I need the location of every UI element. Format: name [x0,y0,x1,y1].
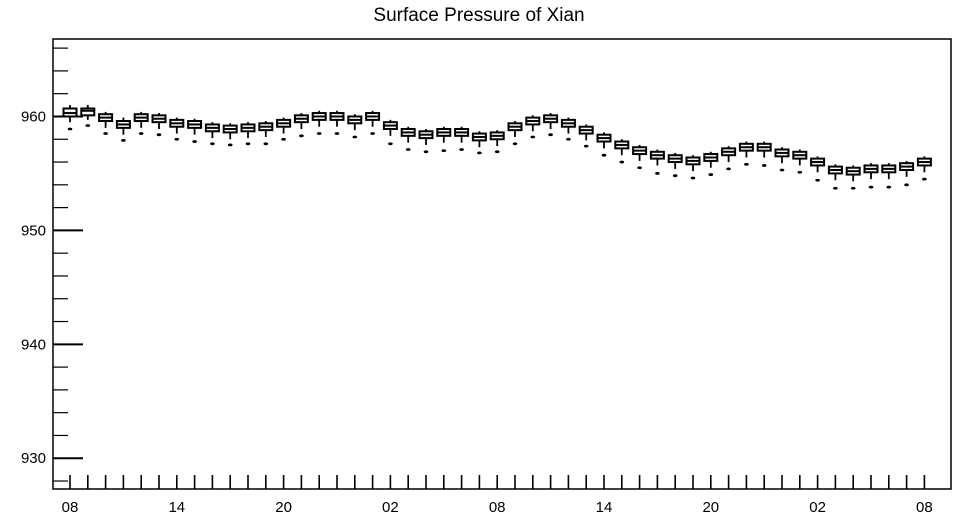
outlier-point [726,167,731,171]
x-tick-label: 02 [809,499,826,516]
outlier-point [904,183,909,187]
outlier-point [316,132,322,135]
outlier-point [245,142,251,146]
outlier-point [334,132,340,135]
outlier-point [477,151,482,155]
outlier-point [922,177,927,181]
plot-frame [52,38,952,490]
outlier-point [583,144,589,148]
outlier-point [67,127,73,131]
outlier-point [299,134,304,138]
outlier-point [744,162,749,166]
outlier-point [138,132,144,135]
outlier-point [263,142,269,146]
outlier-point [459,148,464,151]
outlier-point [441,149,447,153]
outlier-point [405,148,411,151]
outlier-point [494,150,500,154]
outlier-point [797,170,803,174]
y-tick-label: 960 [21,108,46,125]
outlier-point [601,153,607,157]
outlier-point [192,140,197,143]
y-axis: 930 940 950 960 [21,47,83,482]
outlier-point [708,173,714,176]
outlier-point [637,166,642,170]
x-tick-label: 08 [916,499,933,516]
outlier-point [833,186,838,190]
outlier-point [156,133,162,137]
chart-title: Surface Pressure of Xian [373,5,585,26]
outlier-point [512,142,518,146]
outlier-point [815,178,820,182]
box [80,107,96,117]
outlier-point [281,137,286,141]
outlier-point [370,132,375,135]
outlier-point [886,185,892,189]
outlier-point [868,185,874,189]
outlier-point [227,143,233,147]
y-tick-label: 930 [21,450,46,467]
x-tick-label: 14 [168,499,185,516]
y-tick-label: 940 [21,336,46,353]
y-tick-label: 950 [21,222,46,239]
outlier-point [388,142,393,146]
outlier-point [850,186,856,190]
outlier-point [690,176,696,180]
x-tick-label: 20 [702,499,719,516]
outlier-point [619,160,625,164]
outlier-point [352,135,358,139]
outlier-point [530,135,536,139]
x-tick-label: 08 [489,499,506,516]
outlier-point [423,150,429,154]
outlier-point [761,164,767,167]
outlier-point [672,174,678,178]
x-tick-label: 08 [62,499,79,516]
outlier-point [566,137,571,141]
x-tick-label: 20 [275,499,292,516]
outlier-point [779,168,785,172]
outlier-point [121,138,126,142]
outlier-point [548,133,553,137]
outlier-point [103,132,108,135]
outlier-point [85,124,91,127]
x-tick-label: 14 [596,499,613,516]
outlier-point [174,137,180,141]
outlier-point [210,142,215,146]
x-tick-label: 02 [382,499,399,516]
x-axis: 08 14 20 02 08 14 20 02 08 [62,475,933,516]
outlier-point [655,172,660,175]
box-series [62,105,932,190]
